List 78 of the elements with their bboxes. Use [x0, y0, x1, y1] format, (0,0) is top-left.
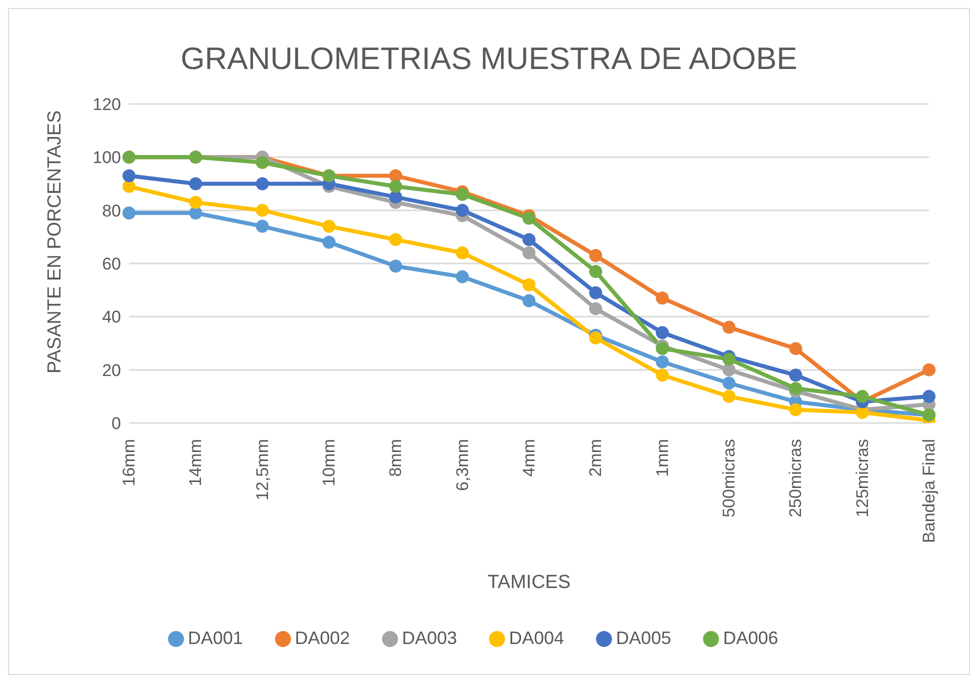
point	[656, 292, 669, 305]
point	[122, 180, 136, 193]
x-tick-label: 250micras	[786, 439, 806, 518]
point	[189, 196, 202, 209]
point	[589, 264, 602, 278]
x-tick-label: 1mm	[652, 439, 672, 477]
x-tick-label: 8mm	[386, 439, 406, 477]
point	[256, 204, 269, 217]
legend-label: DA001	[188, 628, 243, 648]
chart-title: GRANULOMETRIAS MUESTRA DE ADOBE	[180, 41, 798, 77]
point	[122, 206, 136, 220]
point	[189, 177, 202, 190]
point	[189, 206, 202, 220]
point	[789, 382, 802, 395]
y-axis-title: PASANTE EN PORCENTAJES	[44, 110, 66, 374]
point	[722, 320, 736, 334]
point	[522, 278, 536, 292]
legend-label: DA004	[509, 628, 564, 648]
point	[656, 326, 669, 340]
x-tick-label: 125micras	[852, 439, 872, 518]
x-tick-label: 10mm	[320, 439, 338, 486]
y-tick-label: 120	[92, 95, 121, 114]
legend-label: DA003	[402, 628, 457, 648]
point	[389, 260, 402, 273]
point	[322, 220, 336, 233]
point	[122, 169, 136, 182]
point	[456, 270, 469, 284]
point	[856, 406, 869, 419]
y-tick-label: 0	[112, 414, 121, 434]
x-tick-label: Bandeja Final	[920, 439, 938, 543]
legend-label: DA002	[294, 628, 350, 648]
y-tick-label: 20	[102, 360, 121, 380]
point	[589, 286, 602, 300]
point	[922, 390, 936, 403]
x-tick-label: 12,5mm	[252, 439, 272, 500]
x-tick-label: 6,3mm	[452, 439, 472, 491]
x-tick-label: 14mm	[186, 439, 206, 486]
point	[856, 390, 869, 403]
point	[389, 190, 402, 204]
x-tick-label: 16mm	[120, 439, 138, 486]
point	[456, 188, 469, 201]
point	[656, 355, 669, 368]
x-tick-label: 4mm	[520, 439, 538, 477]
point	[789, 342, 802, 356]
point	[389, 233, 402, 246]
point	[322, 236, 336, 249]
point	[722, 390, 736, 403]
x-axis-title: TAMICES	[487, 572, 571, 593]
x-tick-label: 500micras	[720, 439, 738, 518]
point	[389, 180, 402, 193]
point	[589, 302, 602, 316]
legend-label: DA005	[616, 628, 672, 648]
point	[256, 177, 269, 190]
point	[656, 342, 669, 356]
point	[722, 352, 736, 366]
x-tick-label: 2mm	[586, 439, 606, 477]
point	[389, 169, 402, 182]
point	[589, 249, 602, 262]
legend-label: DA006	[723, 628, 778, 648]
point	[256, 220, 269, 233]
point	[722, 376, 736, 390]
y-tick-label: 80	[102, 201, 121, 220]
point	[722, 363, 736, 376]
y-tick-label: 60	[102, 254, 121, 274]
point	[522, 233, 536, 246]
y-tick-label: 40	[102, 308, 121, 327]
y-tick-label: 100	[92, 148, 121, 168]
point	[522, 294, 536, 308]
point	[789, 368, 802, 382]
point	[456, 204, 469, 217]
point	[522, 212, 536, 225]
point	[922, 363, 936, 376]
point	[656, 368, 669, 382]
point	[589, 331, 602, 344]
point	[789, 403, 802, 416]
point	[522, 246, 536, 260]
point	[256, 156, 269, 169]
point	[456, 246, 469, 260]
